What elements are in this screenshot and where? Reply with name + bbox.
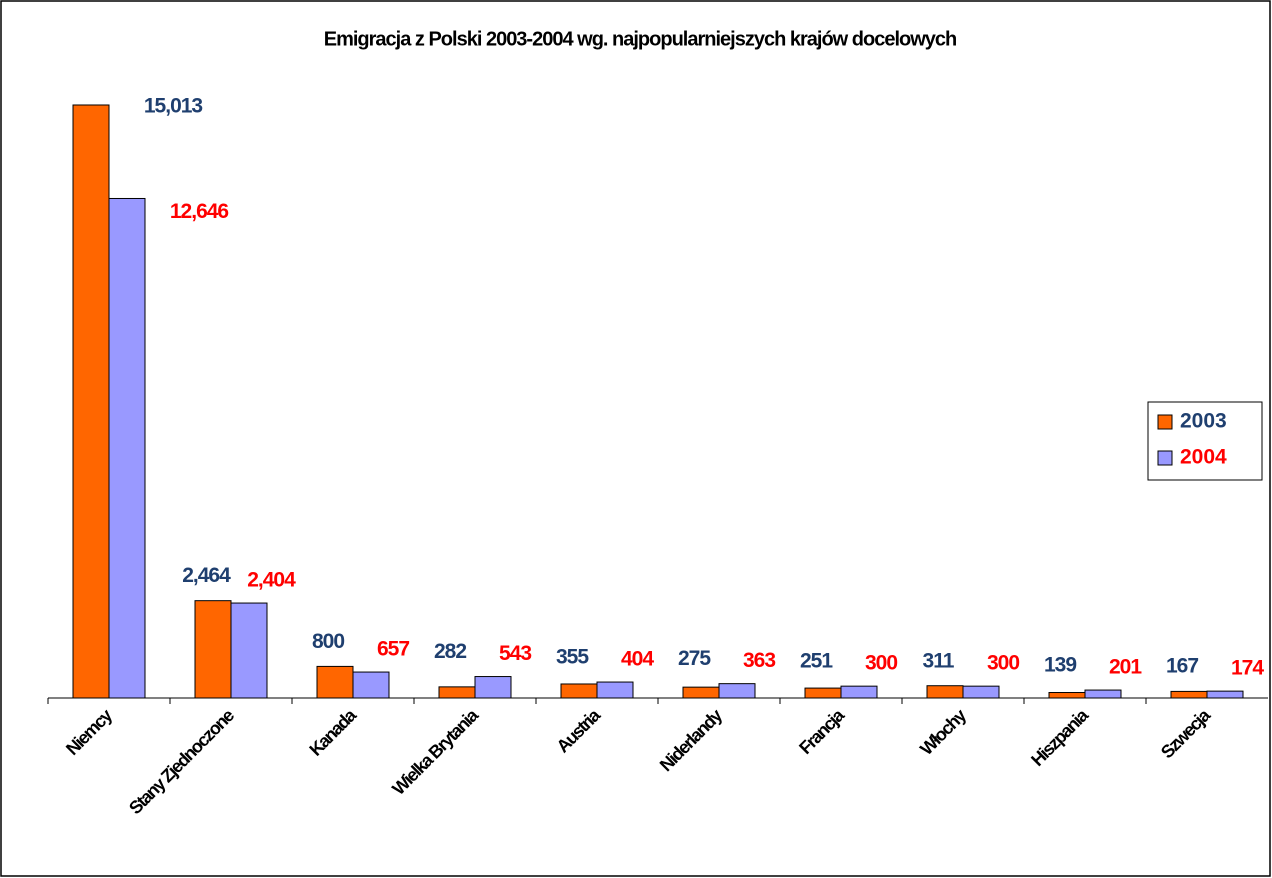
value-label: 311 bbox=[923, 649, 955, 672]
value-label: 282 bbox=[434, 640, 466, 663]
bar bbox=[438, 686, 476, 699]
value-label: 251 bbox=[800, 650, 833, 673]
bar bbox=[474, 676, 512, 699]
bar bbox=[682, 686, 720, 699]
value-label: 300 bbox=[865, 652, 897, 675]
chart-title: Emigracja z Polski 2003-2004 wg. najpopu… bbox=[324, 28, 957, 50]
bar bbox=[926, 685, 964, 699]
bar bbox=[72, 104, 110, 699]
value-label: 543 bbox=[499, 642, 531, 665]
value-label: 657 bbox=[377, 638, 409, 661]
bar bbox=[718, 683, 756, 699]
value-label: 15,013 bbox=[144, 95, 203, 118]
bar bbox=[352, 671, 390, 699]
value-label: 139 bbox=[1044, 654, 1076, 677]
value-label: 2,404 bbox=[247, 569, 296, 592]
legend-swatch bbox=[1157, 450, 1173, 466]
bar bbox=[560, 683, 598, 699]
bar bbox=[1084, 689, 1122, 699]
bar bbox=[1206, 690, 1244, 699]
bar bbox=[108, 197, 146, 699]
value-label: 2,464 bbox=[182, 564, 231, 587]
legend-label: 2004 bbox=[1180, 446, 1227, 469]
value-label: 12,646 bbox=[170, 200, 229, 223]
legend-label: 2003 bbox=[1180, 410, 1227, 433]
bar bbox=[1170, 690, 1208, 699]
value-label: 174 bbox=[1231, 657, 1264, 680]
value-label: 800 bbox=[312, 630, 344, 653]
bar bbox=[194, 600, 232, 699]
value-label: 404 bbox=[621, 648, 654, 671]
bar bbox=[962, 685, 1000, 699]
bar bbox=[230, 602, 268, 699]
legend-swatch bbox=[1157, 414, 1173, 430]
bar bbox=[804, 687, 842, 699]
value-label: 167 bbox=[1166, 655, 1198, 678]
value-label: 355 bbox=[556, 646, 589, 669]
bar bbox=[1048, 692, 1086, 699]
bar bbox=[596, 681, 634, 699]
value-label: 300 bbox=[987, 652, 1019, 675]
bar bbox=[840, 685, 878, 699]
value-label: 201 bbox=[1109, 656, 1142, 679]
value-label: 275 bbox=[678, 647, 711, 670]
value-label: 363 bbox=[743, 649, 775, 672]
bar bbox=[316, 665, 354, 699]
